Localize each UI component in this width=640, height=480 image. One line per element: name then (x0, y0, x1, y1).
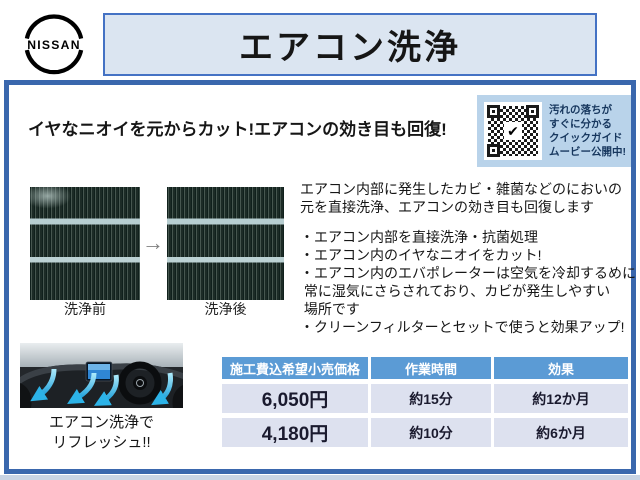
price-table-header-effect: 効果 (494, 357, 628, 379)
nissan-logo-icon: NISSAN (24, 14, 84, 75)
description-line: 元を直接洗浄、エアコンの効き目も回復します (300, 199, 594, 215)
page-bottom-strip (0, 475, 640, 480)
table-cell-price: 6,050円 (222, 384, 368, 413)
arrow-right-icon: → (142, 230, 164, 255)
table-cell-effect: 約6か月 (494, 418, 628, 447)
description-line: エアコン内部に発生したカビ・雑菌などのにおいの (300, 181, 622, 197)
content-panel: イヤなニオイを元からカット!エアコンの効き目も回復! ✔ 汚れの落ちが すぐに分… (4, 80, 636, 474)
qr-finder-top-right (526, 105, 539, 118)
qr-caption-line: 汚れの落ちが (549, 104, 612, 116)
quick-guide-qr-box: ✔ 汚れの落ちが すぐに分かる クイックガイド ムービー公開中! (477, 95, 631, 167)
description-line: ・エアコン内のエバポレーターは空気を冷却するめに (300, 265, 636, 281)
evaporator-after-image (167, 187, 284, 300)
svg-text:NISSAN: NISSAN (27, 38, 81, 52)
after-label: 洗浄後 (204, 301, 247, 317)
evaporator-before-image (30, 187, 140, 300)
price-table-header-time: 作業時間 (371, 357, 491, 379)
description-line: 常に湿気にさらされており、カビが発生しやすい (300, 283, 611, 299)
nissan-logo: NISSAN (12, 10, 96, 82)
qr-caption-line: すぐに分かる (549, 118, 612, 130)
table-cell-price: 4,180円 (222, 418, 368, 447)
qr-finder-bottom-left (487, 144, 500, 157)
table-cell-effect: 約12か月 (494, 384, 628, 413)
description-line: ・クリーンフィルターとセットで使うと効果アップ! (300, 319, 625, 335)
car-interior-illustration (20, 343, 183, 408)
before-label: 洗浄前 (64, 301, 106, 317)
table-cell-time: 約10分 (371, 418, 491, 447)
hero-headline: イヤなニオイを元からカット!エアコンの効き目も回復! (28, 120, 447, 139)
price-table-header-price: 施工費込希望小売価格 (222, 357, 368, 379)
description-line: ・エアコン内のイヤなニオイをカット! (300, 247, 542, 263)
description-block: エアコン内部に発生したカビ・雑菌などのにおいの 元を直接洗浄、エアコンの効き目も… (300, 180, 636, 336)
qr-caption-line: クイックガイド (549, 132, 623, 144)
page-title-bar: エアコン洗浄 (103, 13, 597, 76)
description-line: 場所です (300, 301, 360, 317)
qr-finder-top-left (487, 105, 500, 118)
refresh-caption: エアコン洗浄で リフレッシュ!! (20, 413, 183, 453)
description-line: ・エアコン内部を直接洗浄・抗菌処理 (300, 229, 538, 245)
qr-caption-line: ムービー公開中! (549, 146, 626, 158)
car-interior-image (20, 343, 183, 408)
qr-check-icon: ✔ (504, 122, 522, 140)
table-cell-time: 約15分 (371, 384, 491, 413)
qr-code-icon: ✔ (484, 102, 542, 160)
qr-caption: 汚れの落ちが すぐに分かる クイックガイド ムービー公開中! (549, 103, 626, 159)
page-title: エアコン洗浄 (239, 29, 461, 67)
price-table: 施工費込希望小売価格 作業時間 効果 6,050円 約15分 約12か月 4,1… (222, 357, 628, 447)
description-line (300, 216, 635, 228)
refresh-caption-line: リフレッシュ!! (52, 434, 151, 451)
refresh-caption-line: エアコン洗浄で (48, 414, 154, 431)
